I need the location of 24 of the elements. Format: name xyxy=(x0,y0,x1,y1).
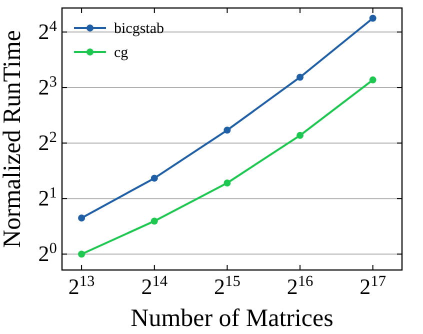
point xyxy=(150,174,158,182)
point xyxy=(224,126,231,134)
x-tick-label: 2$^{14}$ xyxy=(141,272,168,299)
point xyxy=(150,218,158,225)
y-tick-label: 2$^{1}$ xyxy=(38,184,57,211)
y-tick-label: 2$^{3}$ xyxy=(38,73,58,100)
legend-label: bicgstab xyxy=(114,21,164,37)
x-axis-title: Number of Matrices xyxy=(130,305,334,332)
x-tick-label: 2$^{15}$ xyxy=(214,272,241,299)
point xyxy=(78,214,86,222)
point xyxy=(78,250,86,258)
x-tick-label: 2$^{13}$ xyxy=(68,272,96,299)
point xyxy=(369,14,376,22)
x-tick-label: 2$^{17}$ xyxy=(360,272,386,299)
point xyxy=(296,74,304,81)
point xyxy=(224,179,231,186)
point xyxy=(369,76,376,84)
y-tick-label: 2$^{0}$ xyxy=(38,240,58,266)
point xyxy=(296,132,304,139)
legend-label: cg xyxy=(114,45,129,61)
y-tick-label: 2$^{2}$ xyxy=(38,128,57,156)
y-tick-label: 2$^{4}$ xyxy=(38,18,58,44)
y-axis-title: Normalized RunTime xyxy=(0,30,26,248)
x-tick-label: 2$^{16}$ xyxy=(286,272,314,299)
